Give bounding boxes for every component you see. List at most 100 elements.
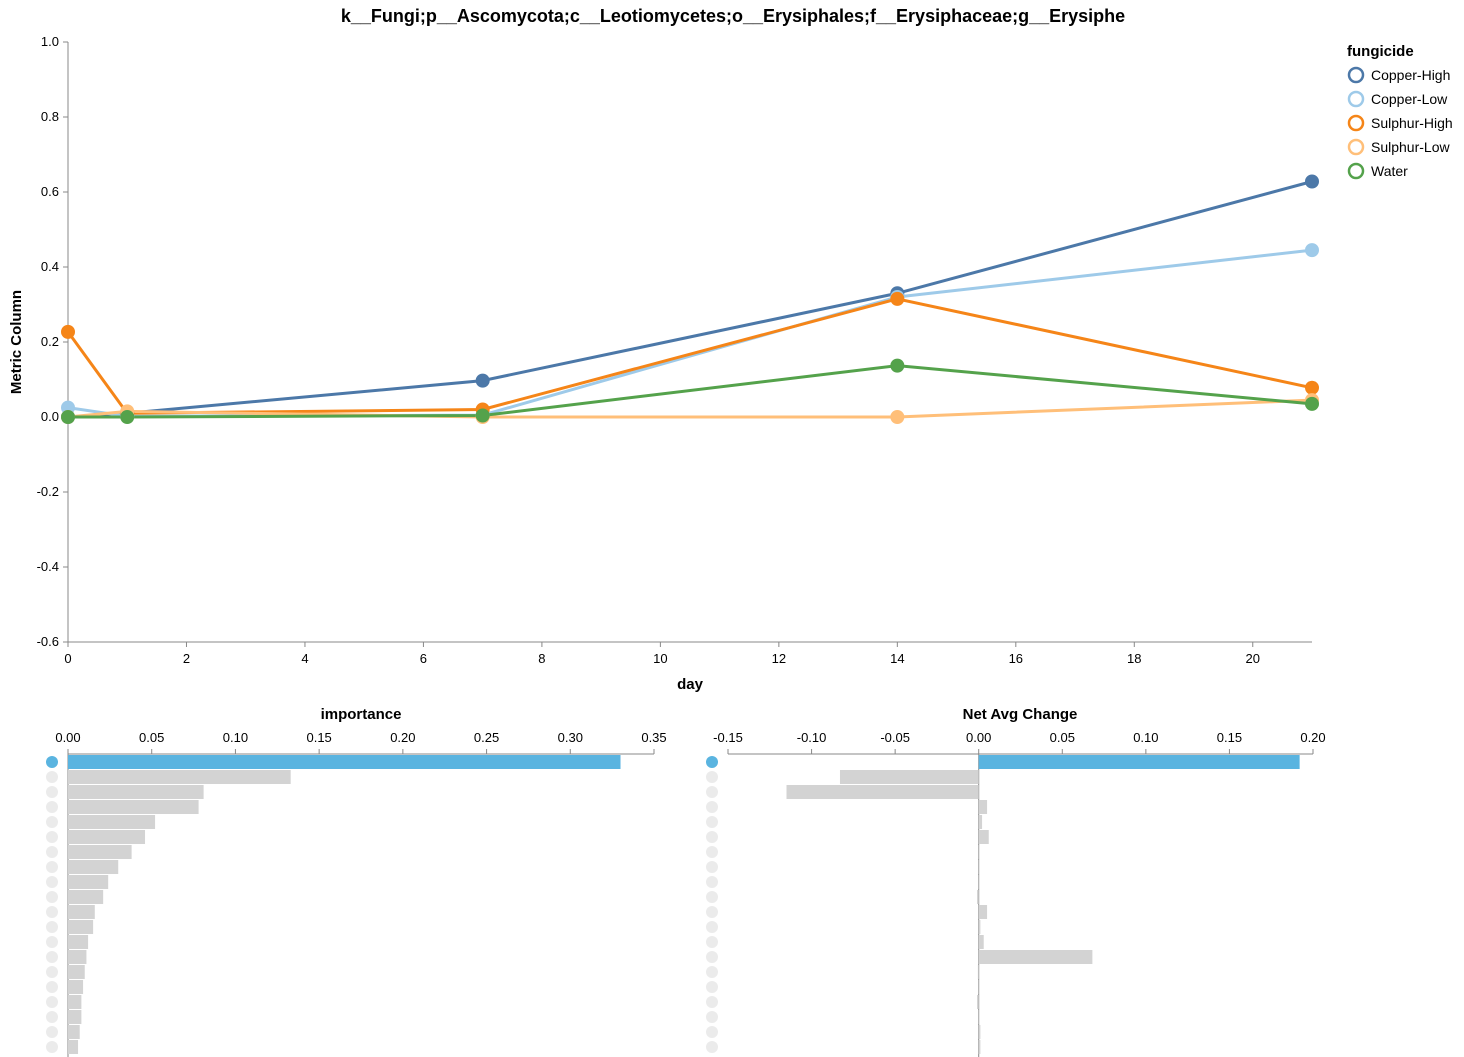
- legend-label: Sulphur-Low: [1371, 139, 1450, 155]
- row-selector-dot[interactable]: [706, 801, 718, 813]
- row-selector-dot[interactable]: [706, 846, 718, 858]
- legend-label: Copper-High: [1371, 67, 1450, 83]
- bar: [977, 995, 979, 1009]
- row-selector-dot[interactable]: [46, 861, 58, 873]
- data-point-sulphur-high: [61, 324, 75, 339]
- x-tick-label: 0.00: [966, 730, 991, 745]
- x-tick-label: 0.20: [1300, 730, 1325, 745]
- x-tick-label: 12: [772, 651, 786, 666]
- row-selector-dot[interactable]: [706, 906, 718, 918]
- bar: [68, 875, 109, 889]
- x-tick-label: -0.05: [880, 730, 910, 745]
- row-selector-dot[interactable]: [46, 966, 58, 978]
- series-layer: [61, 174, 1319, 424]
- row-selector-dot[interactable]: [46, 891, 58, 903]
- x-tick-label: -0.10: [797, 730, 827, 745]
- x-tick-label: 10: [653, 651, 667, 666]
- legend-label: Water: [1371, 163, 1408, 179]
- legend-item-copper-low: Copper-Low: [1347, 90, 1448, 108]
- row-selector-dot[interactable]: [706, 996, 718, 1008]
- row-selector-dot[interactable]: [706, 876, 718, 888]
- bar: [978, 1040, 981, 1054]
- row-selector-dot[interactable]: [46, 786, 58, 798]
- x-tick-label: 0.15: [1217, 730, 1242, 745]
- row-selector-dot[interactable]: [46, 1041, 58, 1053]
- row-selector-dot[interactable]: [706, 1041, 718, 1053]
- data-point-sulphur-low: [890, 410, 905, 424]
- bar: [68, 860, 119, 874]
- row-selector-dot[interactable]: [706, 786, 718, 798]
- legend-item-sulphur-low: Sulphur-Low: [1347, 138, 1450, 156]
- row-selector-dot[interactable]: [46, 831, 58, 843]
- row-selector-dot[interactable]: [706, 1011, 718, 1023]
- net-avg-change-bar-chart: Net Avg Change -0.15 -0.10 -0.05 0.00 0.05 0.…: [706, 706, 1326, 1057]
- row-selector-dot[interactable]: [46, 1011, 58, 1023]
- row-selector-dot[interactable]: [46, 801, 58, 813]
- y-tick-label: 0.8: [41, 109, 59, 124]
- x-tick-label: 6: [420, 651, 427, 666]
- legend-label: Sulphur-High: [1371, 115, 1453, 131]
- legend-symbol: [1347, 138, 1365, 156]
- row-selector-dot[interactable]: [46, 816, 58, 828]
- row-selector-dot[interactable]: [706, 936, 718, 948]
- bar: [978, 800, 988, 814]
- bar: [68, 830, 146, 844]
- row-selector-dot[interactable]: [706, 771, 718, 783]
- row-selector-dot[interactable]: [706, 861, 718, 873]
- row-selector-dot[interactable]: [46, 981, 58, 993]
- legend-item-copper-high: Copper-High: [1347, 66, 1450, 84]
- data-point-water: [890, 358, 905, 373]
- bar: [68, 950, 87, 964]
- y-axis-title: Metric Column: [8, 290, 25, 394]
- y-axis: -0.6 -0.4 -0.2 0.0 0.2 0.4 0.6 0.8 1.0: [37, 34, 69, 649]
- legend-label: Copper-Low: [1371, 91, 1448, 107]
- bar: [839, 770, 979, 784]
- row-selector-dot[interactable]: [46, 921, 58, 933]
- data-point-sulphur-high: [1305, 380, 1319, 395]
- row-selector-dot[interactable]: [706, 816, 718, 828]
- x-tick-label: 0.10: [1133, 730, 1158, 745]
- bar: [68, 920, 94, 934]
- y-tick-label: 0.4: [41, 259, 59, 274]
- x-axis-title: day: [677, 676, 704, 693]
- data-point-water: [120, 410, 135, 424]
- bar: [978, 920, 981, 934]
- row-selector-dot[interactable]: [706, 831, 718, 843]
- row-selector-dot[interactable]: [46, 846, 58, 858]
- bar: [68, 980, 84, 994]
- importance-x-axis: 0.00 0.05 0.10 0.15 0.20 0.25 0.30 0.35: [55, 730, 667, 1057]
- row-selector-dot[interactable]: [706, 921, 718, 933]
- y-tick-label: 0.2: [41, 334, 59, 349]
- y-tick-label: -0.4: [37, 559, 59, 574]
- x-tick-label: 4: [301, 651, 308, 666]
- row-selector-dot[interactable]: [46, 936, 58, 948]
- row-selector-dot[interactable]: [46, 1026, 58, 1038]
- row-selector-dot[interactable]: [706, 756, 718, 768]
- row-selector-dot[interactable]: [46, 996, 58, 1008]
- legend-symbol: [1347, 90, 1365, 108]
- bar: [68, 800, 199, 814]
- row-selector-dot[interactable]: [706, 966, 718, 978]
- net-avg-change-bars: [706, 755, 1300, 1054]
- bar: [68, 770, 291, 784]
- row-selector-dot[interactable]: [46, 756, 58, 768]
- y-tick-label: 0.6: [41, 184, 59, 199]
- row-selector-dot[interactable]: [706, 951, 718, 963]
- row-selector-dot[interactable]: [46, 906, 58, 918]
- x-tick-label: 0.20: [390, 730, 415, 745]
- x-tick-label: -0.15: [713, 730, 743, 745]
- row-selector-dot[interactable]: [46, 771, 58, 783]
- x-tick-label: 0.25: [474, 730, 499, 745]
- row-selector-dot[interactable]: [46, 951, 58, 963]
- data-point-water: [1305, 396, 1319, 411]
- line-chart: -0.6 -0.4 -0.2 0.0 0.2 0.4 0.6 0.8 1.0 0 2 4 6 8 10 12…: [8, 34, 1319, 693]
- legend-item-water: Water: [1347, 162, 1408, 180]
- row-selector-dot[interactable]: [706, 981, 718, 993]
- bar: [978, 950, 1093, 964]
- bar: [68, 1010, 82, 1024]
- bar: [978, 905, 988, 919]
- row-selector-dot[interactable]: [706, 1026, 718, 1038]
- row-selector-dot[interactable]: [706, 891, 718, 903]
- bar: [786, 785, 979, 799]
- row-selector-dot[interactable]: [46, 876, 58, 888]
